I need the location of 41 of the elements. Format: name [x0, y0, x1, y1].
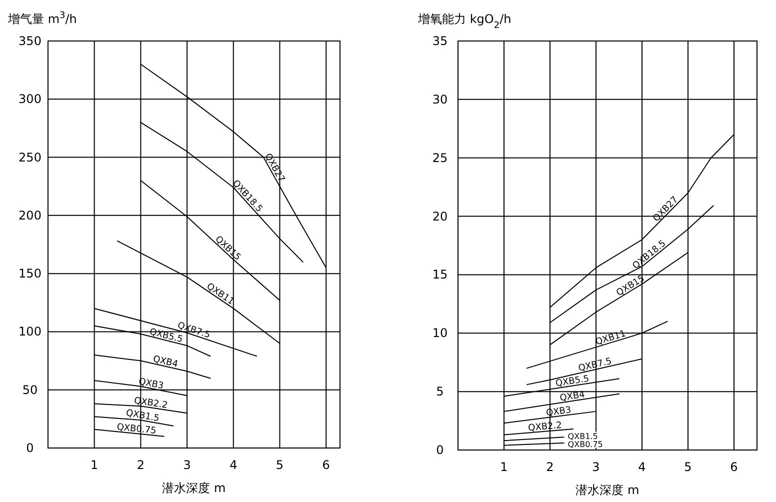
x-axis-title: 潜水深度 m [162, 481, 226, 495]
x-tick-label: 3 [592, 460, 600, 474]
series-label: QXB0.75 [116, 422, 157, 437]
y-tick-label: 50 [22, 382, 38, 397]
x-tick-label: 4 [230, 458, 238, 472]
x-tick-label: 5 [684, 460, 692, 474]
y-tick-label: 30 [432, 92, 448, 106]
y-tick-label: 0 [26, 441, 34, 455]
series-label: QXB11 [594, 329, 628, 348]
series-label: QXB4 [152, 354, 179, 370]
x-tick-label: 4 [638, 460, 646, 474]
y-tick-label: 350 [18, 34, 42, 48]
y-tick-label: 25 [432, 150, 448, 165]
series-label: QXB3 [546, 406, 572, 419]
y-axis-title: 增气量 m$^{3}$/h [7, 11, 77, 26]
series-label: QXB7.5 [578, 356, 613, 374]
series-label: QXB3 [138, 376, 164, 392]
y-tick-label: 100 [18, 324, 42, 339]
y-tick-label: 20 [432, 209, 448, 224]
y-axis-title: 增氧能力 kgO$_{2}$/h [417, 12, 512, 31]
x-tick-label: 2 [546, 460, 554, 474]
y-tick-label: 150 [18, 266, 42, 281]
x-tick-label: 1 [90, 458, 98, 472]
y-tick-label: 10 [432, 326, 448, 340]
y-tick-label: 35 [432, 34, 448, 48]
y-tick-label: 300 [18, 92, 42, 106]
x-tick-label: 6 [322, 458, 330, 472]
x-tick-label: 1 [500, 460, 508, 474]
series-label: QXB4 [559, 390, 586, 404]
y-tick-label: 5 [436, 384, 444, 399]
series-label: QXB5.5 [554, 374, 590, 390]
y-tick-label: 0 [436, 443, 444, 457]
y-tick-label: 200 [18, 208, 42, 222]
x-tick-label: 6 [730, 460, 738, 474]
x-tick-label: 5 [276, 458, 284, 472]
series-label: QXB2.2 [528, 420, 562, 434]
x-axis-title: 潜水深度 m [576, 483, 640, 497]
y-tick-label: 250 [18, 150, 42, 164]
x-tick-label: 2 [136, 458, 145, 472]
x-tick-label: 3 [183, 458, 191, 472]
y-tick-label: 15 [432, 268, 448, 282]
